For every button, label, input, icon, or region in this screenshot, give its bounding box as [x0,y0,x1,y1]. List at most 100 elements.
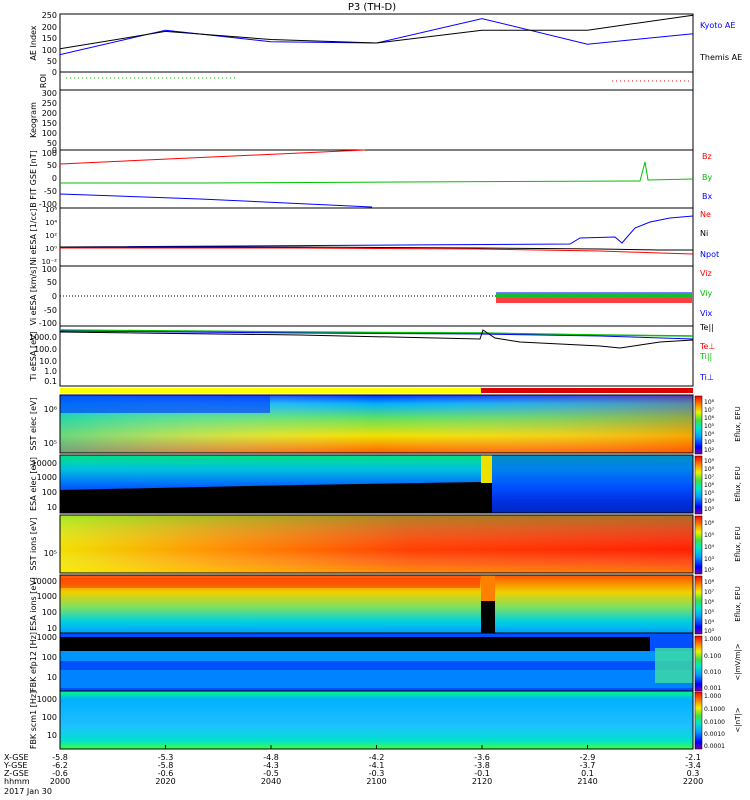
viz-noise [496,298,692,303]
ae-ylabel: AE Index [29,25,38,60]
density-tick-label: 10⁰ [45,245,57,253]
fbk-efield-black-band [60,637,650,651]
x-axis-tick-label-t: 2140 [577,777,597,786]
x-axis-tick-label-t: 2020 [155,777,175,786]
sst-electron-cbar-tick: 10⁸ [704,399,715,406]
esa-electron-fast-region [492,455,693,513]
sst-ion-cbar-tick: 10⁵ [704,532,715,539]
fbk-efield-panel: 1000 100 10 FBK efp12 [Hz] 1.000 0.100 0… [29,632,742,692]
keogram-tick-label: 0 [52,146,57,155]
roi-panel: ROI [39,71,694,91]
velocity-tick-label: 100 [42,265,57,274]
velocity-tick-label: -100 [39,319,57,328]
temperature-tick-label: 1000.0 [29,333,57,342]
ti-par-line [59,329,694,337]
sst-ion-cbar-tick: 10² [704,567,715,574]
fbk-bfield-cbar-tick: 0.0010 [704,731,725,738]
esa-electron-gap-lower [481,483,492,513]
esa-electron-cbar-tick: 10⁷ [704,474,715,481]
legend-vix: Vix [700,309,713,318]
ae-tick-label: 50 [47,57,57,66]
esa-electron-cbar-tick: 10³ [704,506,715,513]
x-axis-tick-label-z: -0.3 [369,769,385,778]
fbk-efield-cbar-tick: 0.001 [704,685,721,692]
x-axis-tick-label-x: -5.3 [158,753,174,762]
esa-ion-cbar-tick: 10⁷ [704,589,715,596]
ae-panel: 250 200 150 100 50 0 AE Index Kyoto AE T… [29,11,742,77]
sst-electron-tick-label: 10⁶ [44,405,57,414]
temperature-panel: 1000.0 100.0 10.0 1.0 0.1 Ti eESA [eV] T… [29,323,715,387]
bx-line [59,193,373,208]
x-axis-tick-label-y: -3.7 [580,761,596,770]
sst-ion-tick-label: 10⁵ [44,549,57,558]
fbk-efield-tick-label: 1000 [37,633,57,642]
keogram-tick-label: 300 [42,89,57,98]
esa-ion-ylabel: ESA ions [eV] [29,577,38,631]
sst-ion-cbar-tick: 10⁴ [704,544,715,551]
velocity-ylabel: Vi eESA [km/s] [29,267,38,326]
fbk-efield-cyan-band [60,651,693,661]
esa-ion-cbar-tick: 10⁴ [704,619,715,626]
temperature-ylabel: Ti eESA [eV] [29,331,38,381]
bfield-tick-label: -100 [39,200,57,209]
x-axis-tick-label-t: 2200 [683,777,703,786]
density-ylabel: Ni eESA [1/cc] [29,209,38,266]
sst-electron-colorbar [694,395,703,455]
x-axis-tick-label-x: -4.2 [369,753,385,762]
viy-noise [496,293,692,298]
x-axis: X-GSE Y-GSE Z-GSE hhmm 2017 Jan 30 -5.8-… [3,745,703,796]
bfield-panel: 100 50 0 -50 -100 B FIT GSE [nT] Bz By B… [29,149,712,209]
roi-frame [59,71,694,91]
x-axis-tick-label-z: 0.1 [581,769,594,778]
esa-ion-tick-label: 10 [47,624,57,633]
keogram-tick-label: 50 [47,139,57,148]
fbk-efield-late-green [655,648,693,683]
density-tick-label: 10⁴ [45,219,57,227]
x-axis-tick-label-z: -0.6 [52,769,68,778]
fbk-bfield-tick-label: 100 [42,713,57,722]
esa-ion-cbar-label: Eflux, EFU [734,586,742,621]
fbk-efield-tick-label: 100 [42,653,57,662]
ae-yticks: 250 200 150 100 50 0 [42,11,57,77]
sst-electron-cbar-tick: 10² [704,447,715,454]
esa-electron-panel: 10000 1000 100 10 ESA elec [eV] 10⁹ 10⁸ … [29,454,742,515]
fbk-bfield-tick-label: 1000 [37,695,57,704]
mode-bar-fast [481,388,693,393]
ae-tick-label: 200 [42,23,57,32]
x-axis-tick-label-x: -4.8 [263,753,279,762]
esa-ion-colorbar [694,575,703,635]
x-axis-tick-label-z: -0.6 [158,769,174,778]
temperature-tick-label: 100.0 [34,345,57,354]
fbk-bfield-tick-label: 10 [47,731,57,740]
by-line [60,161,694,184]
esa-electron-cbar-tick: 10⁵ [704,490,715,497]
x-axis-tick-label-y: -5.8 [158,761,174,770]
sst-electron-cbar-label: Eflux, EFU [734,406,742,441]
bz-line [59,149,366,165]
x-axis-tick-label-z: -0.5 [263,769,279,778]
density-tick-label: 10² [45,232,57,240]
x-axis-tick-label-x: -5.8 [52,753,68,762]
esa-electron-tick-label: 100 [42,488,57,497]
x-row-label-hhmm: hhmm [4,777,30,786]
sst-electron-panel: 10⁶ 10⁵ SST elec [eV] 10⁸ 10⁷ 10⁶ 10⁵ 10… [29,394,742,455]
ae-tick-label: 0 [52,68,57,77]
fbk-efield-colorbar [694,635,703,692]
esa-electron-cbar-tick: 10⁴ [704,498,715,505]
legend-viz: Viz [700,269,712,278]
legend-viy: Viy [700,289,713,298]
npot-line [59,215,694,248]
mode-bar-slow [60,388,481,393]
sst-electron-cbar-tick: 10³ [704,439,715,446]
ae-series-line-themis [60,14,693,50]
sst-electron-tick-label: 10⁵ [44,439,57,448]
x-axis-tick-label-t: 2000 [50,777,70,786]
esa-electron-ylabel: ESA elec [eV] [29,457,38,511]
density-tick-label: 10⁻² [42,258,58,266]
esa-electron-low-energy-floor [60,482,481,513]
te-par-line [59,329,694,349]
legend-themis-ae: Themis AE [699,53,742,62]
keogram-tick-label: 200 [42,109,57,118]
x-row-label-xgse: X-GSE [4,753,29,762]
fbk-bfield-cbar-tick: 0.1000 [704,706,725,713]
